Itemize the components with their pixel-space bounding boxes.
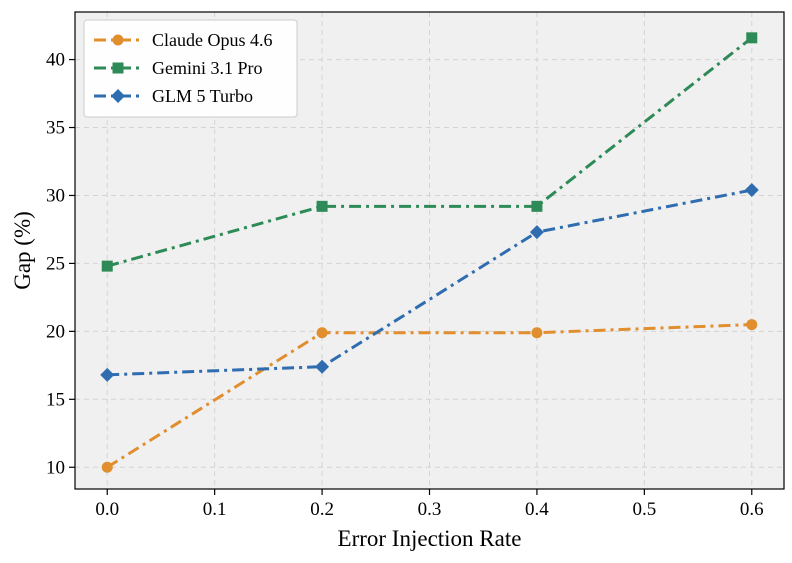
data-point (101, 461, 113, 473)
series-group (101, 319, 758, 473)
data-point (746, 319, 758, 331)
series-line (107, 188, 753, 377)
series-group (101, 32, 758, 272)
y-tick-label: 25 (46, 253, 65, 274)
x-axis-label: Error Injection Rate (338, 526, 522, 551)
data-point (529, 225, 544, 240)
y-tick-label: 35 (46, 118, 65, 139)
data-point (531, 200, 543, 212)
data-point (316, 327, 328, 339)
legend-entry: GLM 5 Turbo (94, 86, 253, 106)
x-tick-label: 0.4 (525, 499, 549, 520)
x-tick-label: 0.3 (418, 499, 442, 520)
legend-label: GLM 5 Turbo (152, 86, 253, 106)
legend-label: Claude Opus 4.6 (152, 30, 273, 50)
data-point (315, 359, 330, 374)
data-point (744, 183, 759, 198)
legend: Claude Opus 4.6 Gemini 3.1 Pro GLM 5 Turbo (83, 19, 298, 118)
y-axis-label: Gap (%) (10, 211, 35, 290)
y-tick-label: 40 (46, 50, 65, 71)
legend-marker (111, 89, 125, 103)
y-tick-label: 15 (46, 389, 65, 410)
series-layer (100, 32, 759, 473)
x-tick-label: 0.2 (310, 499, 334, 520)
legend-label: Gemini 3.1 Pro (152, 58, 263, 78)
legend-marker (112, 62, 124, 74)
data-point (531, 327, 543, 339)
x-tick-label: 0.5 (632, 499, 656, 520)
y-axis: 10 15 20 25 30 35 40 (46, 50, 75, 478)
x-tick-label: 0.0 (95, 499, 119, 520)
grid-lines (75, 12, 784, 489)
data-point (101, 260, 113, 272)
data-point (316, 200, 328, 212)
legend-entry: Claude Opus 4.6 (94, 30, 273, 50)
x-tick-label: 0.6 (740, 499, 764, 520)
legend-entry: Gemini 3.1 Pro (94, 58, 263, 78)
series-group (100, 183, 759, 382)
legend-marker (112, 34, 124, 46)
data-point (100, 367, 115, 382)
y-tick-label: 10 (46, 457, 65, 478)
series-line (106, 36, 753, 268)
legend-box (83, 19, 298, 118)
x-tick-label: 0.1 (203, 499, 227, 520)
x-axis: 0.0 0.1 0.2 0.3 0.4 0.5 0.6 (95, 489, 764, 520)
series-line (106, 323, 752, 469)
y-tick-label: 30 (46, 185, 65, 206)
data-point (746, 32, 758, 44)
y-tick-label: 20 (46, 321, 65, 342)
